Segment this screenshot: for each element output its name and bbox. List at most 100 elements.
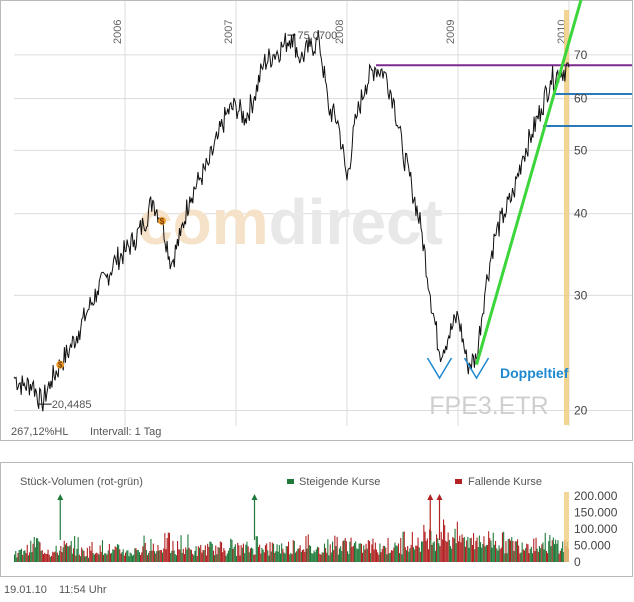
volume-bar-rising <box>525 548 527 562</box>
volume-bar-falling <box>217 547 219 562</box>
volume-bar-rising <box>27 555 29 562</box>
volume-bar-falling <box>149 551 151 562</box>
volume-bar-rising <box>312 553 314 562</box>
volume-bar-rising <box>153 551 155 562</box>
volume-bar-rising <box>170 553 172 562</box>
year-label: 2008 <box>334 20 346 44</box>
volume-bar-rising <box>340 546 342 562</box>
price-tick-label: 70 <box>574 48 588 62</box>
volume-bar-rising <box>173 550 175 562</box>
volume-bar-falling <box>519 553 521 562</box>
volume-bar-rising <box>131 555 133 562</box>
volume-bar-falling <box>305 536 307 562</box>
volume-bar-falling <box>458 541 460 562</box>
footer-time: 11:54 Uhr <box>59 584 107 596</box>
volume-bar-rising <box>548 541 550 562</box>
volume-bar-rising <box>394 542 396 562</box>
volume-bar-rising <box>552 537 554 562</box>
dividend-dot <box>158 216 166 225</box>
volume-bar-rising <box>497 550 499 562</box>
volume-bar-falling <box>17 553 19 562</box>
volume-bar-rising <box>422 541 424 562</box>
volume-bar-falling <box>416 545 418 562</box>
volume-bar-falling <box>42 554 44 562</box>
volume-bar-falling <box>86 547 88 562</box>
volume-bar-rising <box>478 535 480 562</box>
low-label: 20,4485 <box>52 399 92 411</box>
volume-bar-falling <box>41 550 43 562</box>
volume-bar-falling <box>197 546 199 562</box>
volume-bar-rising <box>30 540 32 562</box>
volume-bar-falling <box>423 524 425 562</box>
volume-bar-rising <box>506 553 508 562</box>
volume-bar-rising <box>68 546 70 562</box>
volume-bar-falling <box>61 552 63 562</box>
volume-bar-rising <box>105 553 107 562</box>
volume-bar-rising <box>71 553 73 562</box>
volume-bar-falling <box>501 532 503 562</box>
volume-bar-falling <box>167 532 169 562</box>
volume-bar-rising <box>297 548 299 562</box>
volume-bar-rising <box>349 541 351 562</box>
volume-bar-falling <box>473 533 475 562</box>
volume-bar-falling <box>157 545 159 562</box>
volume-bar-falling <box>99 545 101 562</box>
volume-bar-rising <box>323 543 325 562</box>
volume-bar-rising <box>556 543 558 562</box>
volume-bar-falling <box>390 550 392 562</box>
volume-bar-falling <box>39 542 41 562</box>
volume-bar-rising <box>112 549 114 562</box>
volume-bar-rising <box>138 552 140 562</box>
volume-bar-rising <box>248 552 250 562</box>
volume-bar-rising <box>468 547 470 562</box>
volume-bar-rising <box>511 537 513 562</box>
volume-bar-rising <box>59 550 61 562</box>
volume-bar-rising <box>156 551 158 562</box>
clip-marker-arrow <box>57 494 64 500</box>
volume-bar-rising <box>469 538 471 562</box>
volume-bar-rising <box>227 550 229 562</box>
volume-bar-rising <box>353 543 355 562</box>
volume-bar-rising <box>20 548 22 562</box>
volume-bar-falling <box>177 541 179 562</box>
volume-bar-falling <box>46 553 48 562</box>
volume-bar-falling <box>288 541 290 562</box>
high-label: 75,0700 <box>298 30 338 42</box>
volume-axis-labels: 0 50.000 100.000 150.000 200.000 <box>574 489 618 569</box>
volume-bar-rising <box>245 544 247 562</box>
volume-bar-rising <box>262 549 264 562</box>
volume-bar-falling <box>286 546 288 562</box>
volume-bar-rising <box>563 552 565 562</box>
volume-bar-falling <box>352 545 354 562</box>
year-label: 2009 <box>445 20 457 44</box>
volume-bar-falling <box>90 550 92 562</box>
volume-tick-label: 50.000 <box>574 539 611 553</box>
volume-bar-rising <box>549 535 551 562</box>
interval-label: Intervall: 1 Tag <box>90 426 161 438</box>
volume-bar-rising <box>77 537 79 562</box>
volume-bar-rising <box>316 546 318 562</box>
volume-bar-falling <box>164 533 166 562</box>
volume-bar-falling <box>367 540 369 562</box>
volume-bar-falling <box>344 538 346 562</box>
volume-bar-falling <box>369 541 371 562</box>
volume-bar-falling <box>106 554 108 562</box>
volume-bar-rising <box>218 547 220 562</box>
volume-bar-rising <box>396 546 398 562</box>
volume-bar-falling <box>155 553 157 562</box>
volume-bar-falling <box>486 545 488 562</box>
legend-falling-swatch <box>455 479 462 484</box>
volume-bar-falling <box>224 550 226 562</box>
volume-bar-falling <box>120 553 122 562</box>
volume-bar-rising <box>158 550 160 562</box>
volume-bar-falling <box>508 538 510 562</box>
volume-bar-falling <box>318 547 320 562</box>
volume-bar-rising <box>284 553 286 562</box>
volume-bar-falling <box>342 541 344 562</box>
watermark-part: direct <box>269 186 443 258</box>
volume-bar-rising <box>384 545 386 562</box>
volume-bar-rising <box>15 551 17 562</box>
volume-bar-rising <box>430 530 432 562</box>
volume-bar-falling <box>219 541 221 562</box>
volume-bar-falling <box>25 553 27 562</box>
